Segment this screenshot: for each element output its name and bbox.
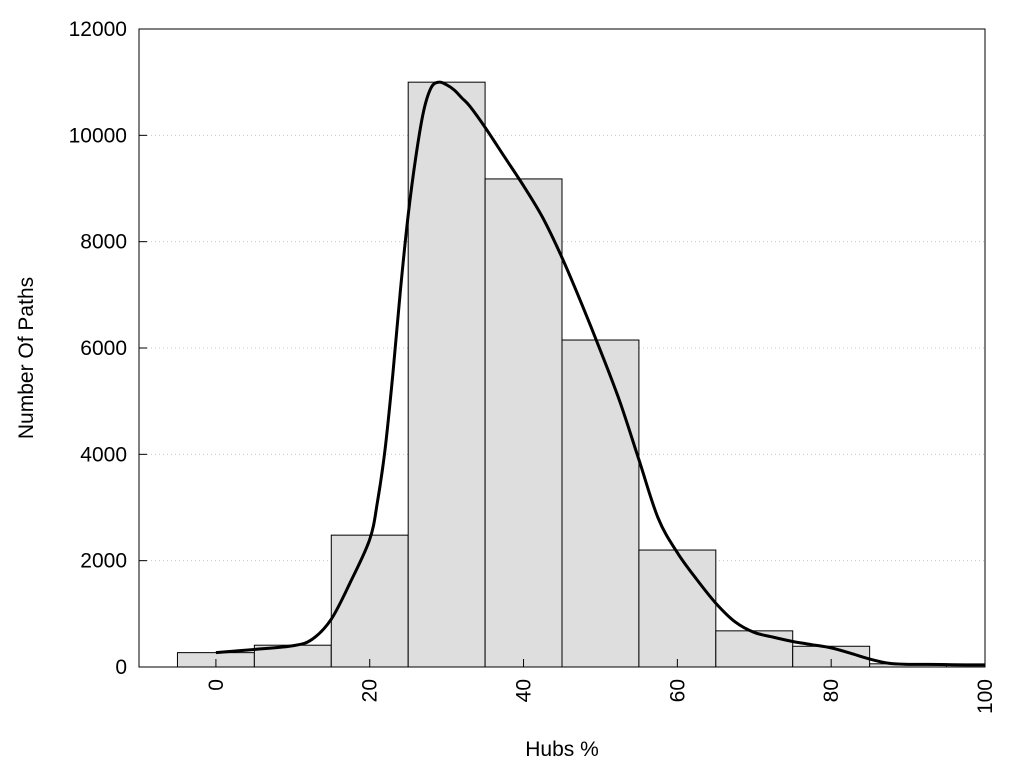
x-tick-label: 60 xyxy=(666,679,689,702)
y-tick-label: 10000 xyxy=(69,124,127,147)
y-axis-ticks: 0 2000 4000 6000 8000 10000 12000 xyxy=(69,18,147,679)
y-tick-label: 12000 xyxy=(69,18,127,41)
y-tick-label: 6000 xyxy=(80,337,127,360)
y-axis-title: Number Of Paths xyxy=(15,277,38,439)
histogram-bar xyxy=(484,178,563,668)
histogram-bars xyxy=(176,81,948,668)
x-axis-title: Hubs % xyxy=(525,738,599,761)
histogram-bar xyxy=(638,549,717,668)
histogram-bar xyxy=(561,339,640,668)
histogram-bar xyxy=(407,81,486,668)
y-tick-label: 4000 xyxy=(80,443,127,466)
density-curve xyxy=(215,80,986,667)
x-tick-label: 20 xyxy=(359,679,382,702)
x-tick-label: 80 xyxy=(820,679,843,702)
y-tick-label: 0 xyxy=(115,656,127,679)
x-tick-label: 100 xyxy=(974,679,997,714)
x-tick-label: 40 xyxy=(513,679,536,702)
density-curve-layer xyxy=(215,80,986,667)
grid-lines xyxy=(139,134,985,562)
x-tick-label: 0 xyxy=(205,679,228,691)
histogram-bar xyxy=(715,630,794,668)
x-axis-ticks: 0 20 40 60 80 100 xyxy=(205,659,997,714)
y-tick-label: 8000 xyxy=(80,231,127,254)
y-tick-label: 2000 xyxy=(80,550,127,573)
